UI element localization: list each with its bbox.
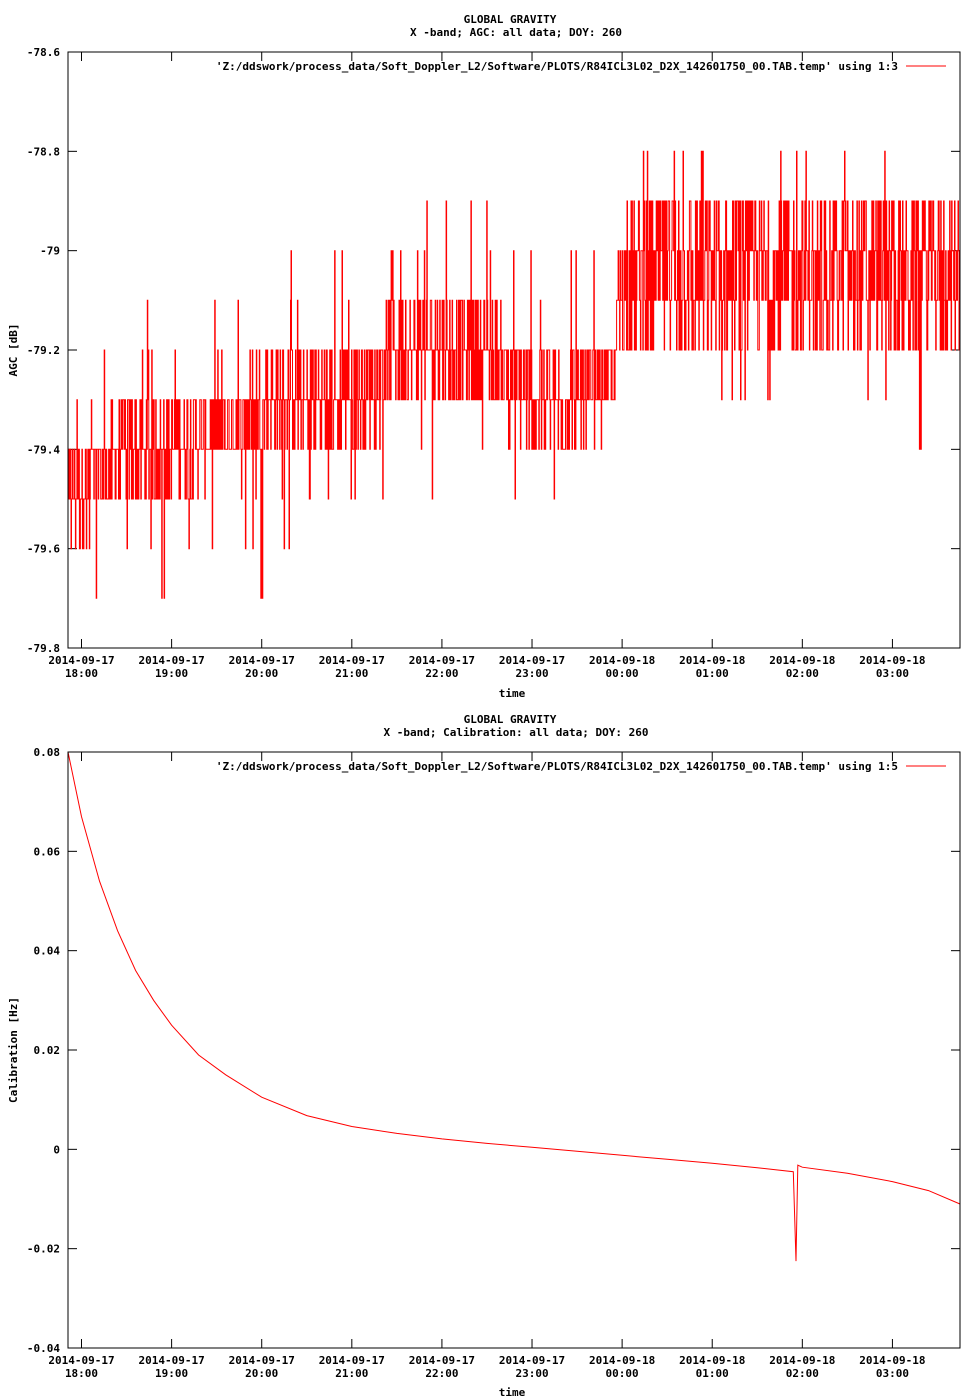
plot-frame — [67, 751, 961, 1349]
x-tick-time: 00:00 — [606, 667, 639, 680]
x-tick-date: 2014-09-18 — [859, 1354, 925, 1367]
chart-title: GLOBAL GRAVITY — [464, 713, 557, 726]
y-tick-label: -0.02 — [27, 1243, 60, 1256]
x-tick-date: 2014-09-18 — [679, 1354, 745, 1367]
x-tick-date: 2014-09-17 — [499, 654, 565, 667]
x-ticks: 2014-09-1718:002014-09-1719:002014-09-17… — [48, 752, 926, 1380]
x-tick-time: 23:00 — [515, 667, 548, 680]
x-tick-date: 2014-09-17 — [229, 1354, 295, 1367]
x-tick-time: 18:00 — [65, 1367, 98, 1380]
x-tick-date: 2014-09-18 — [589, 1354, 655, 1367]
y-tick-label: -78.6 — [27, 46, 60, 59]
x-tick-date: 2014-09-17 — [138, 654, 204, 667]
x-tick-time: 18:00 — [65, 667, 98, 680]
y-tick-label: 0.04 — [34, 945, 61, 958]
calibration-chart: GLOBAL GRAVITY X -band; Calibration: all… — [7, 713, 961, 1399]
x-tick-date: 2014-09-17 — [319, 654, 385, 667]
x-tick-time: 20:00 — [245, 667, 278, 680]
x-tick-time: 00:00 — [606, 1367, 639, 1380]
y-tick-label: -79.8 — [27, 642, 60, 655]
x-tick-time: 19:00 — [155, 1367, 188, 1380]
y-ticks: 0.08 0.06 0.04 0.02 0 -0.02 -0.04 — [27, 746, 960, 1355]
y-axis-label: AGC [dB] — [7, 324, 20, 377]
plot-frame — [67, 51, 961, 649]
x-tick-time: 20:00 — [245, 1367, 278, 1380]
y-tick-label: 0.02 — [34, 1044, 61, 1057]
x-tick-time: 02:00 — [786, 1367, 819, 1380]
y-tick-label: 0.08 — [34, 746, 61, 759]
y-axis-label: Calibration [Hz] — [7, 997, 20, 1103]
x-tick-time: 02:00 — [786, 667, 819, 680]
x-tick-date: 2014-09-17 — [319, 1354, 385, 1367]
x-tick-date: 2014-09-18 — [769, 654, 835, 667]
x-tick-date: 2014-09-18 — [769, 1354, 835, 1367]
x-tick-date: 2014-09-17 — [229, 654, 295, 667]
y-tick-label: -0.04 — [27, 1342, 60, 1355]
series-line — [67, 751, 961, 1262]
plot-area — [67, 751, 961, 1262]
legend-label: 'Z:/ddswork/process_data/Soft_Doppler_L2… — [216, 760, 898, 773]
x-tick-date: 2014-09-18 — [679, 654, 745, 667]
x-tick-time: 21:00 — [335, 1367, 368, 1380]
x-tick-date: 2014-09-17 — [499, 1354, 565, 1367]
x-tick-time: 19:00 — [155, 667, 188, 680]
y-tick-label: -78.8 — [27, 145, 60, 158]
y-tick-label: -79.6 — [27, 543, 60, 556]
x-tick-time: 22:00 — [425, 667, 458, 680]
x-tick-date: 2014-09-18 — [859, 654, 925, 667]
y-tick-label: -79 — [40, 245, 60, 258]
series-line — [68, 150, 961, 599]
x-tick-date: 2014-09-17 — [48, 654, 114, 667]
chart-subtitle: X -band; AGC: all data; DOY: 260 — [410, 26, 622, 39]
y-tick-label: 0 — [53, 1143, 60, 1156]
x-tick-date: 2014-09-17 — [48, 1354, 114, 1367]
x-tick-date: 2014-09-18 — [589, 654, 655, 667]
chart-subtitle: X -band; Calibration: all data; DOY: 260 — [384, 726, 649, 739]
y-tick-label: 0.06 — [34, 845, 61, 858]
x-tick-time: 23:00 — [515, 1367, 548, 1380]
x-axis-label: time — [499, 1386, 526, 1399]
agc-chart: GLOBAL GRAVITY X -band; AGC: all data; D… — [7, 13, 961, 700]
legend-label: 'Z:/ddswork/process_data/Soft_Doppler_L2… — [216, 60, 898, 73]
x-tick-time: 03:00 — [876, 1367, 909, 1380]
chart-title: GLOBAL GRAVITY — [464, 13, 557, 26]
plot-area — [68, 150, 961, 599]
x-tick-date: 2014-09-17 — [138, 1354, 204, 1367]
x-ticks: 2014-09-1718:002014-09-1719:002014-09-17… — [48, 52, 926, 680]
x-tick-date: 2014-09-17 — [409, 1354, 475, 1367]
y-tick-label: -79.4 — [27, 443, 60, 456]
x-tick-time: 22:00 — [425, 1367, 458, 1380]
x-tick-time: 01:00 — [696, 667, 729, 680]
y-tick-label: -79.2 — [27, 344, 60, 357]
x-tick-date: 2014-09-17 — [409, 654, 475, 667]
x-axis-label: time — [499, 687, 526, 700]
y-ticks: -78.6 -78.8 -79 -79.2 -79.4 -79.6 -79.8 — [27, 46, 960, 655]
x-tick-time: 01:00 — [696, 1367, 729, 1380]
x-tick-time: 21:00 — [335, 667, 368, 680]
x-tick-time: 03:00 — [876, 667, 909, 680]
